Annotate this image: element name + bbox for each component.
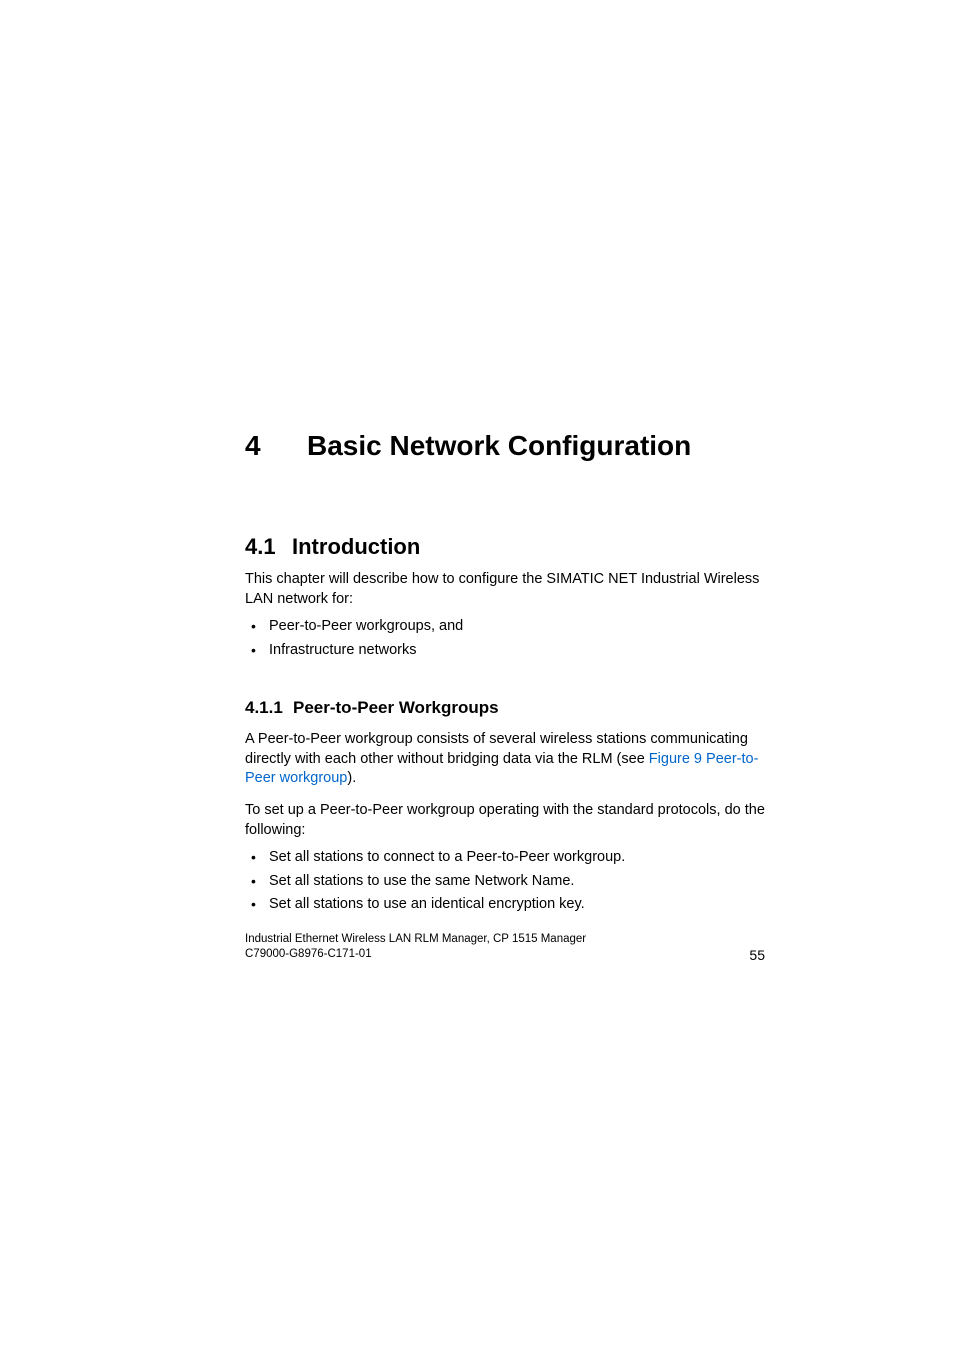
list-item: Set all stations to use an identical enc… [245, 895, 765, 915]
list-item: Infrastructure networks [245, 641, 765, 661]
footer-doc-id: C79000-G8976-C171-01 [245, 947, 586, 963]
subsection-paragraph-1: A Peer-to-Peer workgroup consists of sev… [245, 730, 765, 789]
subsection-number: 4.1.1 [245, 698, 293, 718]
subsection-heading: 4.1.1 Peer-to-Peer Workgroups [245, 698, 765, 718]
footer-left: Industrial Ethernet Wireless LAN RLM Man… [245, 932, 586, 963]
chapter-title: Basic Network Configuration [307, 430, 691, 462]
footer-doc-title: Industrial Ethernet Wireless LAN RLM Man… [245, 932, 586, 948]
intro-paragraph: This chapter will describe how to config… [245, 570, 765, 609]
page-footer: Industrial Ethernet Wireless LAN RLM Man… [245, 932, 765, 963]
intro-bullet-list: Peer-to-Peer workgroups, and Infrastruct… [245, 617, 765, 660]
list-item: Set all stations to use the same Network… [245, 872, 765, 892]
page-content: 4 Basic Network Configuration 4.1 Introd… [245, 430, 765, 923]
chapter-heading: 4 Basic Network Configuration [245, 430, 765, 462]
subsection-paragraph-2: To set up a Peer-to-Peer workgroup opera… [245, 801, 765, 840]
section-number: 4.1 [245, 534, 292, 560]
subsection-title: Peer-to-Peer Workgroups [293, 698, 499, 718]
section-title: Introduction [292, 534, 420, 560]
chapter-number: 4 [245, 430, 307, 462]
steps-bullet-list: Set all stations to connect to a Peer-to… [245, 848, 765, 915]
list-item: Peer-to-Peer workgroups, and [245, 617, 765, 637]
section-heading: 4.1 Introduction [245, 534, 765, 560]
list-item: Set all stations to connect to a Peer-to… [245, 848, 765, 868]
page-number: 55 [749, 947, 765, 963]
para1-suffix: ). [347, 770, 356, 786]
